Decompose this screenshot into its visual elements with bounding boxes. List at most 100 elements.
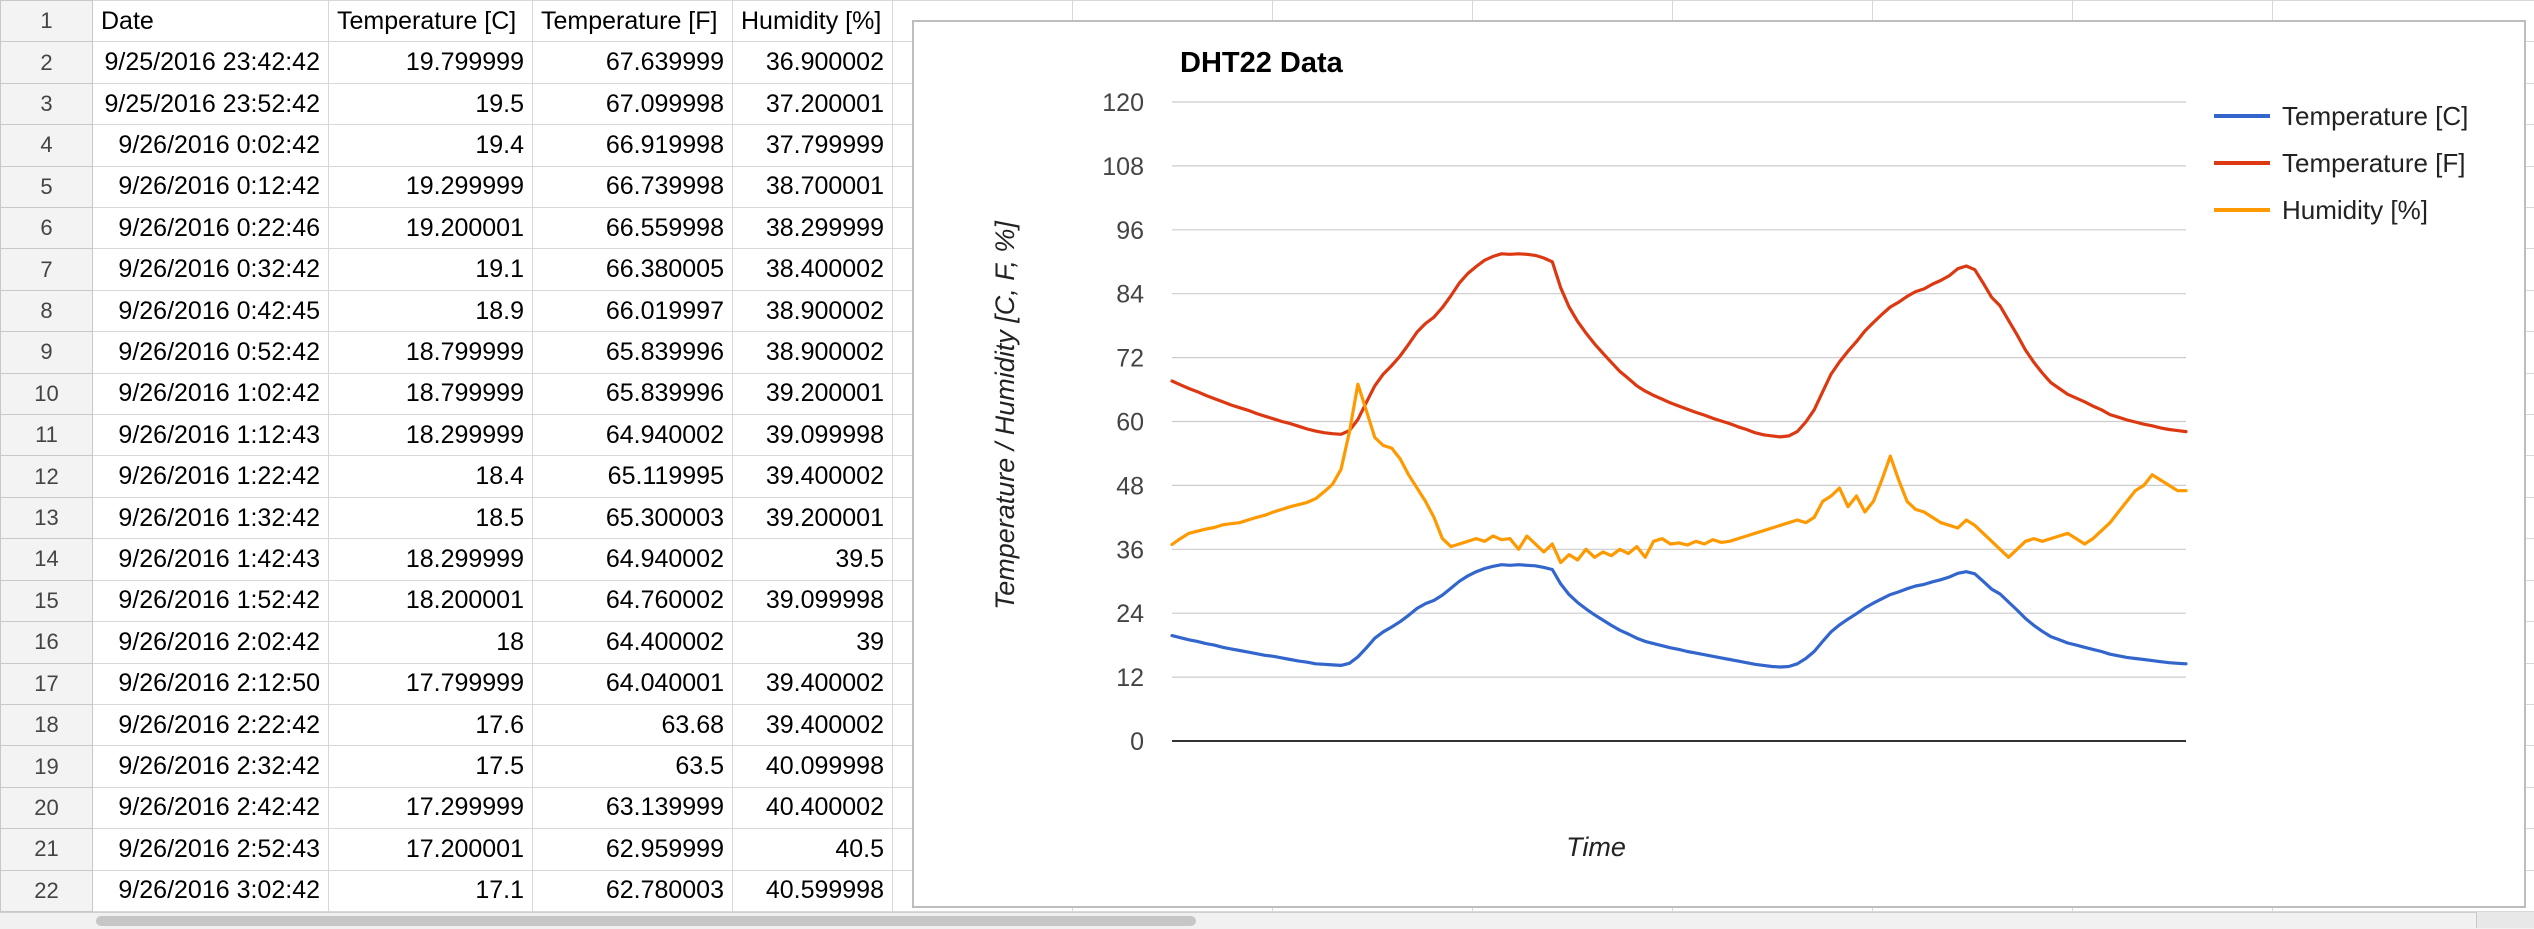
series-line-humidity[interactable] <box>1172 384 2186 562</box>
date-cell[interactable]: 9/26/2016 1:12:43 <box>93 415 329 456</box>
value-cell[interactable]: 19.1 <box>329 249 533 290</box>
value-cell[interactable]: 39.400002 <box>733 663 893 704</box>
row-header[interactable]: 18 <box>1 704 93 745</box>
date-cell[interactable]: 9/26/2016 1:42:43 <box>93 539 329 580</box>
series-line-temperature-f[interactable] <box>1172 254 2186 437</box>
value-cell[interactable]: 39.200001 <box>733 497 893 538</box>
value-cell[interactable]: 19.799999 <box>329 42 533 83</box>
date-cell[interactable]: 9/26/2016 1:32:42 <box>93 497 329 538</box>
date-cell[interactable]: 9/26/2016 1:52:42 <box>93 580 329 621</box>
column-header-cell[interactable]: Humidity [%] <box>733 1 893 42</box>
value-cell[interactable]: 67.639999 <box>533 42 733 83</box>
value-cell[interactable]: 38.700001 <box>733 166 893 207</box>
value-cell[interactable]: 65.300003 <box>533 497 733 538</box>
value-cell[interactable]: 66.559998 <box>533 208 733 249</box>
value-cell[interactable]: 66.380005 <box>533 249 733 290</box>
row-header[interactable]: 3 <box>1 83 93 124</box>
value-cell[interactable]: 64.940002 <box>533 415 733 456</box>
row-header[interactable]: 20 <box>1 787 93 828</box>
value-cell[interactable]: 63.5 <box>533 746 733 787</box>
value-cell[interactable]: 65.839996 <box>533 332 733 373</box>
value-cell[interactable]: 17.299999 <box>329 787 533 828</box>
date-cell[interactable]: 9/26/2016 0:52:42 <box>93 332 329 373</box>
row-header[interactable]: 9 <box>1 332 93 373</box>
value-cell[interactable]: 66.019997 <box>533 290 733 331</box>
row-header[interactable]: 12 <box>1 456 93 497</box>
column-header-cell[interactable]: Temperature [C] <box>329 1 533 42</box>
value-cell[interactable]: 39.099998 <box>733 580 893 621</box>
legend-label[interactable]: Humidity [%] <box>2282 195 2428 225</box>
value-cell[interactable]: 18.200001 <box>329 580 533 621</box>
date-cell[interactable]: 9/26/2016 0:32:42 <box>93 249 329 290</box>
value-cell[interactable]: 18.299999 <box>329 539 533 580</box>
row-header[interactable]: 15 <box>1 580 93 621</box>
value-cell[interactable]: 64.760002 <box>533 580 733 621</box>
row-header[interactable]: 22 <box>1 870 93 911</box>
value-cell[interactable]: 62.780003 <box>533 870 733 911</box>
date-cell[interactable]: 9/26/2016 2:52:43 <box>93 829 329 870</box>
value-cell[interactable]: 39 <box>733 622 893 663</box>
value-cell[interactable]: 66.919998 <box>533 125 733 166</box>
date-cell[interactable]: 9/26/2016 2:32:42 <box>93 746 329 787</box>
value-cell[interactable]: 18.5 <box>329 497 533 538</box>
value-cell[interactable]: 19.5 <box>329 83 533 124</box>
value-cell[interactable]: 38.299999 <box>733 208 893 249</box>
value-cell[interactable]: 38.900002 <box>733 290 893 331</box>
date-cell[interactable]: 9/26/2016 2:02:42 <box>93 622 329 663</box>
value-cell[interactable]: 65.119995 <box>533 456 733 497</box>
value-cell[interactable]: 64.040001 <box>533 663 733 704</box>
value-cell[interactable]: 18.4 <box>329 456 533 497</box>
value-cell[interactable]: 18.799999 <box>329 373 533 414</box>
column-header-cell[interactable]: Date <box>93 1 329 42</box>
value-cell[interactable]: 39.200001 <box>733 373 893 414</box>
value-cell[interactable]: 39.400002 <box>733 704 893 745</box>
row-header[interactable]: 21 <box>1 829 93 870</box>
horizontal-scrollbar[interactable] <box>0 912 2534 929</box>
value-cell[interactable]: 17.5 <box>329 746 533 787</box>
value-cell[interactable]: 17.1 <box>329 870 533 911</box>
date-cell[interactable]: 9/26/2016 2:42:42 <box>93 787 329 828</box>
value-cell[interactable]: 38.900002 <box>733 332 893 373</box>
value-cell[interactable]: 39.400002 <box>733 456 893 497</box>
column-header-cell[interactable]: Temperature [F] <box>533 1 733 42</box>
date-cell[interactable]: 9/26/2016 0:12:42 <box>93 166 329 207</box>
value-cell[interactable]: 62.959999 <box>533 829 733 870</box>
row-header[interactable]: 7 <box>1 249 93 290</box>
value-cell[interactable]: 66.739998 <box>533 166 733 207</box>
value-cell[interactable]: 18.9 <box>329 290 533 331</box>
value-cell[interactable]: 37.799999 <box>733 125 893 166</box>
row-header[interactable]: 11 <box>1 415 93 456</box>
value-cell[interactable]: 37.200001 <box>733 83 893 124</box>
scrollbar-thumb[interactable] <box>96 916 1196 926</box>
row-header[interactable]: 14 <box>1 539 93 580</box>
date-cell[interactable]: 9/26/2016 3:02:42 <box>93 870 329 911</box>
legend-label[interactable]: Temperature [F] <box>2282 148 2466 178</box>
value-cell[interactable]: 17.200001 <box>329 829 533 870</box>
row-header[interactable]: 6 <box>1 208 93 249</box>
date-cell[interactable]: 9/26/2016 0:02:42 <box>93 125 329 166</box>
value-cell[interactable]: 40.400002 <box>733 787 893 828</box>
date-cell[interactable]: 9/26/2016 2:22:42 <box>93 704 329 745</box>
value-cell[interactable]: 40.599998 <box>733 870 893 911</box>
date-cell[interactable]: 9/25/2016 23:52:42 <box>93 83 329 124</box>
row-header[interactable]: 8 <box>1 290 93 331</box>
value-cell[interactable]: 19.299999 <box>329 166 533 207</box>
value-cell[interactable]: 19.200001 <box>329 208 533 249</box>
date-cell[interactable]: 9/26/2016 0:42:45 <box>93 290 329 331</box>
row-header[interactable]: 2 <box>1 42 93 83</box>
date-cell[interactable]: 9/26/2016 1:02:42 <box>93 373 329 414</box>
value-cell[interactable]: 67.099998 <box>533 83 733 124</box>
value-cell[interactable]: 40.5 <box>733 829 893 870</box>
value-cell[interactable]: 39.5 <box>733 539 893 580</box>
row-header[interactable]: 17 <box>1 663 93 704</box>
value-cell[interactable]: 17.6 <box>329 704 533 745</box>
row-header[interactable]: 16 <box>1 622 93 663</box>
row-header[interactable]: 1 <box>1 1 93 42</box>
value-cell[interactable]: 19.4 <box>329 125 533 166</box>
date-cell[interactable]: 9/25/2016 23:42:42 <box>93 42 329 83</box>
row-header[interactable]: 5 <box>1 166 93 207</box>
row-header[interactable]: 13 <box>1 497 93 538</box>
series-line-temperature-c[interactable] <box>1172 565 2186 667</box>
value-cell[interactable]: 64.400002 <box>533 622 733 663</box>
